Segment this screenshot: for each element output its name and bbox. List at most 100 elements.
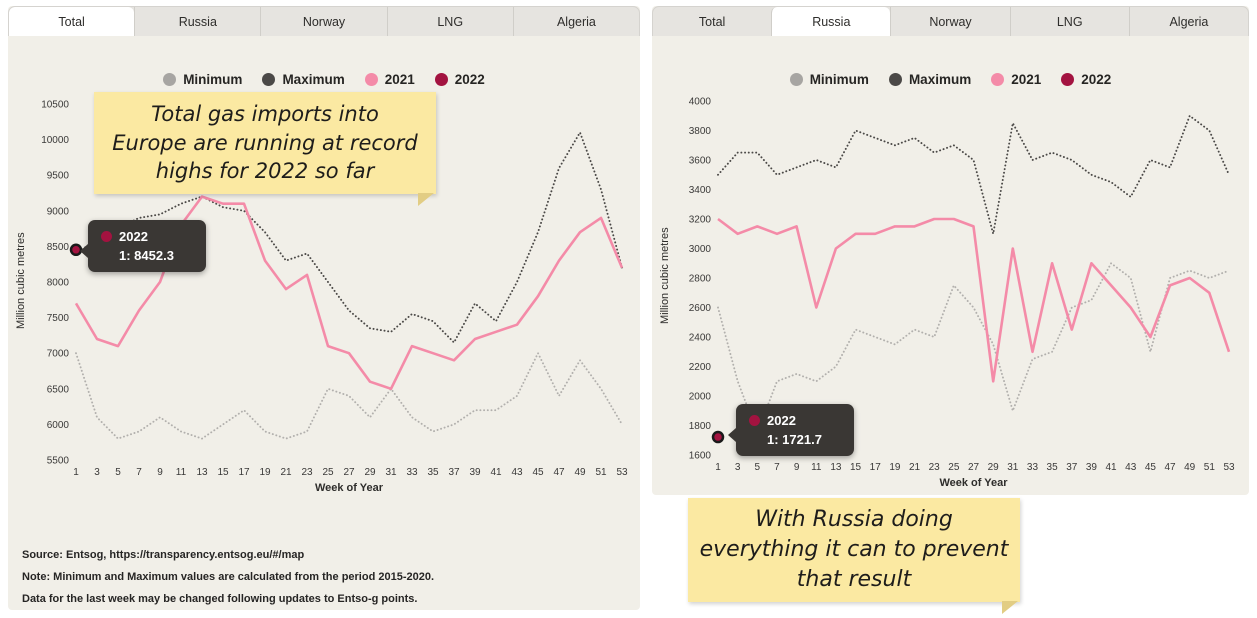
svg-text:25: 25 (322, 467, 334, 478)
svg-text:39: 39 (469, 467, 481, 478)
svg-text:6500: 6500 (47, 384, 70, 395)
svg-text:2600: 2600 (689, 303, 712, 314)
right-tab-lng[interactable]: LNG (1009, 7, 1129, 36)
legend-label-maximum: Maximum (908, 71, 972, 87)
source-note-line: Source: Entsog, https://transparency.ent… (22, 549, 305, 561)
svg-text:5: 5 (115, 467, 121, 478)
svg-text:2800: 2800 (689, 274, 712, 285)
year-2021-dot-icon (991, 72, 1005, 86)
chart-tooltip-total: 2022 1: 8452.3 (80, 220, 206, 272)
svg-text:Week of Year: Week of Year (315, 482, 384, 494)
svg-text:41: 41 (490, 467, 502, 478)
left-tab-lng[interactable]: LNG (386, 7, 513, 36)
svg-text:5: 5 (755, 462, 761, 473)
left-tab-total[interactable]: Total (9, 7, 135, 36)
svg-text:21: 21 (280, 467, 292, 478)
svg-text:29: 29 (364, 467, 376, 478)
svg-text:45: 45 (1145, 462, 1157, 473)
svg-text:33: 33 (1027, 462, 1039, 473)
left-tab-norway[interactable]: Norway (260, 7, 386, 36)
legend-item-minimum[interactable]: Minimum (163, 72, 242, 87)
annotation-note-russia: With Russia doing everything it can to p… (688, 498, 1020, 614)
left-tab-russia[interactable]: Russia (134, 7, 260, 36)
svg-text:19: 19 (259, 467, 271, 478)
svg-text:27: 27 (343, 467, 355, 478)
left-y-axis-title: Million cubic metres (15, 232, 27, 330)
legend-label-minimum: Minimum (183, 71, 243, 87)
left-tab-algeria[interactable]: Algeria (512, 7, 639, 36)
note-line: With Russia doing (755, 507, 953, 533)
legend-item-maximum[interactable]: Maximum (262, 71, 345, 87)
svg-text:51: 51 (595, 467, 607, 478)
maximum-dot-icon (888, 72, 902, 86)
chart-russia[interactable]: 1600180020002200240026002800300032003400… (676, 91, 1241, 491)
legend-item-2021[interactable]: 2021 (991, 72, 1041, 87)
svg-text:13: 13 (196, 467, 208, 478)
svg-text:37: 37 (1066, 462, 1078, 473)
svg-text:23: 23 (929, 462, 941, 473)
svg-text:31: 31 (1007, 462, 1019, 473)
year-2021-dot-icon (364, 72, 378, 86)
legend-item-minimum[interactable]: Minimum (789, 71, 869, 87)
svg-text:39: 39 (1086, 462, 1098, 473)
tooltip-value: 1: 1721.7 (767, 432, 822, 447)
svg-text:49: 49 (1184, 462, 1196, 473)
svg-text:7500: 7500 (47, 313, 70, 324)
source-note-line: Data for the last week may be changed fo… (22, 593, 418, 605)
right-legend: Minimum Maximum 2021 2022 (652, 66, 1249, 92)
svg-text:2000: 2000 (689, 392, 712, 403)
svg-text:3200: 3200 (689, 215, 712, 226)
tooltip-2022-dot-icon (749, 415, 760, 426)
tooltip-value: 1: 8452.3 (119, 248, 174, 263)
tooltip-arrow-icon (728, 428, 736, 442)
legend-item-2022[interactable]: 2022 (1061, 72, 1111, 87)
svg-text:47: 47 (1164, 462, 1176, 473)
legend-item-2022[interactable]: 2022 (434, 72, 485, 87)
svg-text:11: 11 (176, 467, 187, 478)
legend-label-maximum: Maximum (282, 71, 345, 87)
svg-text:11: 11 (811, 462, 822, 473)
svg-text:25: 25 (948, 462, 960, 473)
legend-item-maximum[interactable]: Maximum (888, 71, 972, 87)
right-tab-algeria[interactable]: Algeria (1128, 7, 1248, 36)
svg-text:2400: 2400 (689, 333, 712, 344)
svg-text:51: 51 (1204, 462, 1216, 473)
svg-text:10000: 10000 (41, 135, 69, 146)
chart-total[interactable]: 5500 6000 6500 7000 7500 8000 8500 9000 9500 1000… (34, 94, 634, 496)
svg-text:9500: 9500 (47, 171, 70, 182)
svg-text:3: 3 (94, 467, 100, 478)
svg-text:2200: 2200 (689, 362, 712, 373)
right-tabbar: Total Russia Norway LNG Algeria (652, 6, 1249, 36)
svg-text:49: 49 (574, 467, 586, 478)
svg-text:17: 17 (870, 462, 882, 473)
svg-text:8500: 8500 (47, 242, 70, 253)
legend-item-2021[interactable]: 2021 (364, 72, 415, 87)
svg-text:53: 53 (616, 467, 628, 478)
russia-panel: Total Russia Norway LNG Algeria Minimum … (652, 6, 1249, 495)
svg-text:7: 7 (774, 462, 780, 473)
note-line: highs for 2022 so far (155, 159, 375, 184)
svg-text:13: 13 (830, 462, 842, 473)
note-line: Total gas imports into (151, 102, 379, 127)
svg-text:3800: 3800 (689, 126, 712, 137)
svg-text:4000: 4000 (689, 97, 712, 108)
year-2022-dot-icon (434, 72, 448, 86)
note-line: Europe are running at record (112, 130, 418, 155)
svg-text:7000: 7000 (47, 349, 70, 360)
svg-text:37: 37 (448, 467, 460, 478)
tooltip-series-label: 2022 (767, 413, 796, 428)
svg-text:15: 15 (850, 462, 862, 473)
tooltip-series-label: 2022 (119, 229, 148, 244)
svg-text:35: 35 (1047, 462, 1059, 473)
legend-label-minimum: Minimum (809, 71, 869, 87)
right-tab-total[interactable]: Total (698, 14, 726, 29)
year-2022-dot-icon (1061, 72, 1075, 86)
legend-label-2022: 2022 (1081, 71, 1112, 87)
svg-text:8000: 8000 (47, 278, 70, 289)
svg-text:29: 29 (988, 462, 1000, 473)
svg-text:47: 47 (553, 467, 565, 478)
svg-text:27: 27 (968, 462, 980, 473)
svg-text:3000: 3000 (689, 244, 712, 255)
right-tab-norway[interactable]: Norway (890, 7, 1009, 36)
right-tab-russia[interactable]: Russia (771, 7, 891, 36)
